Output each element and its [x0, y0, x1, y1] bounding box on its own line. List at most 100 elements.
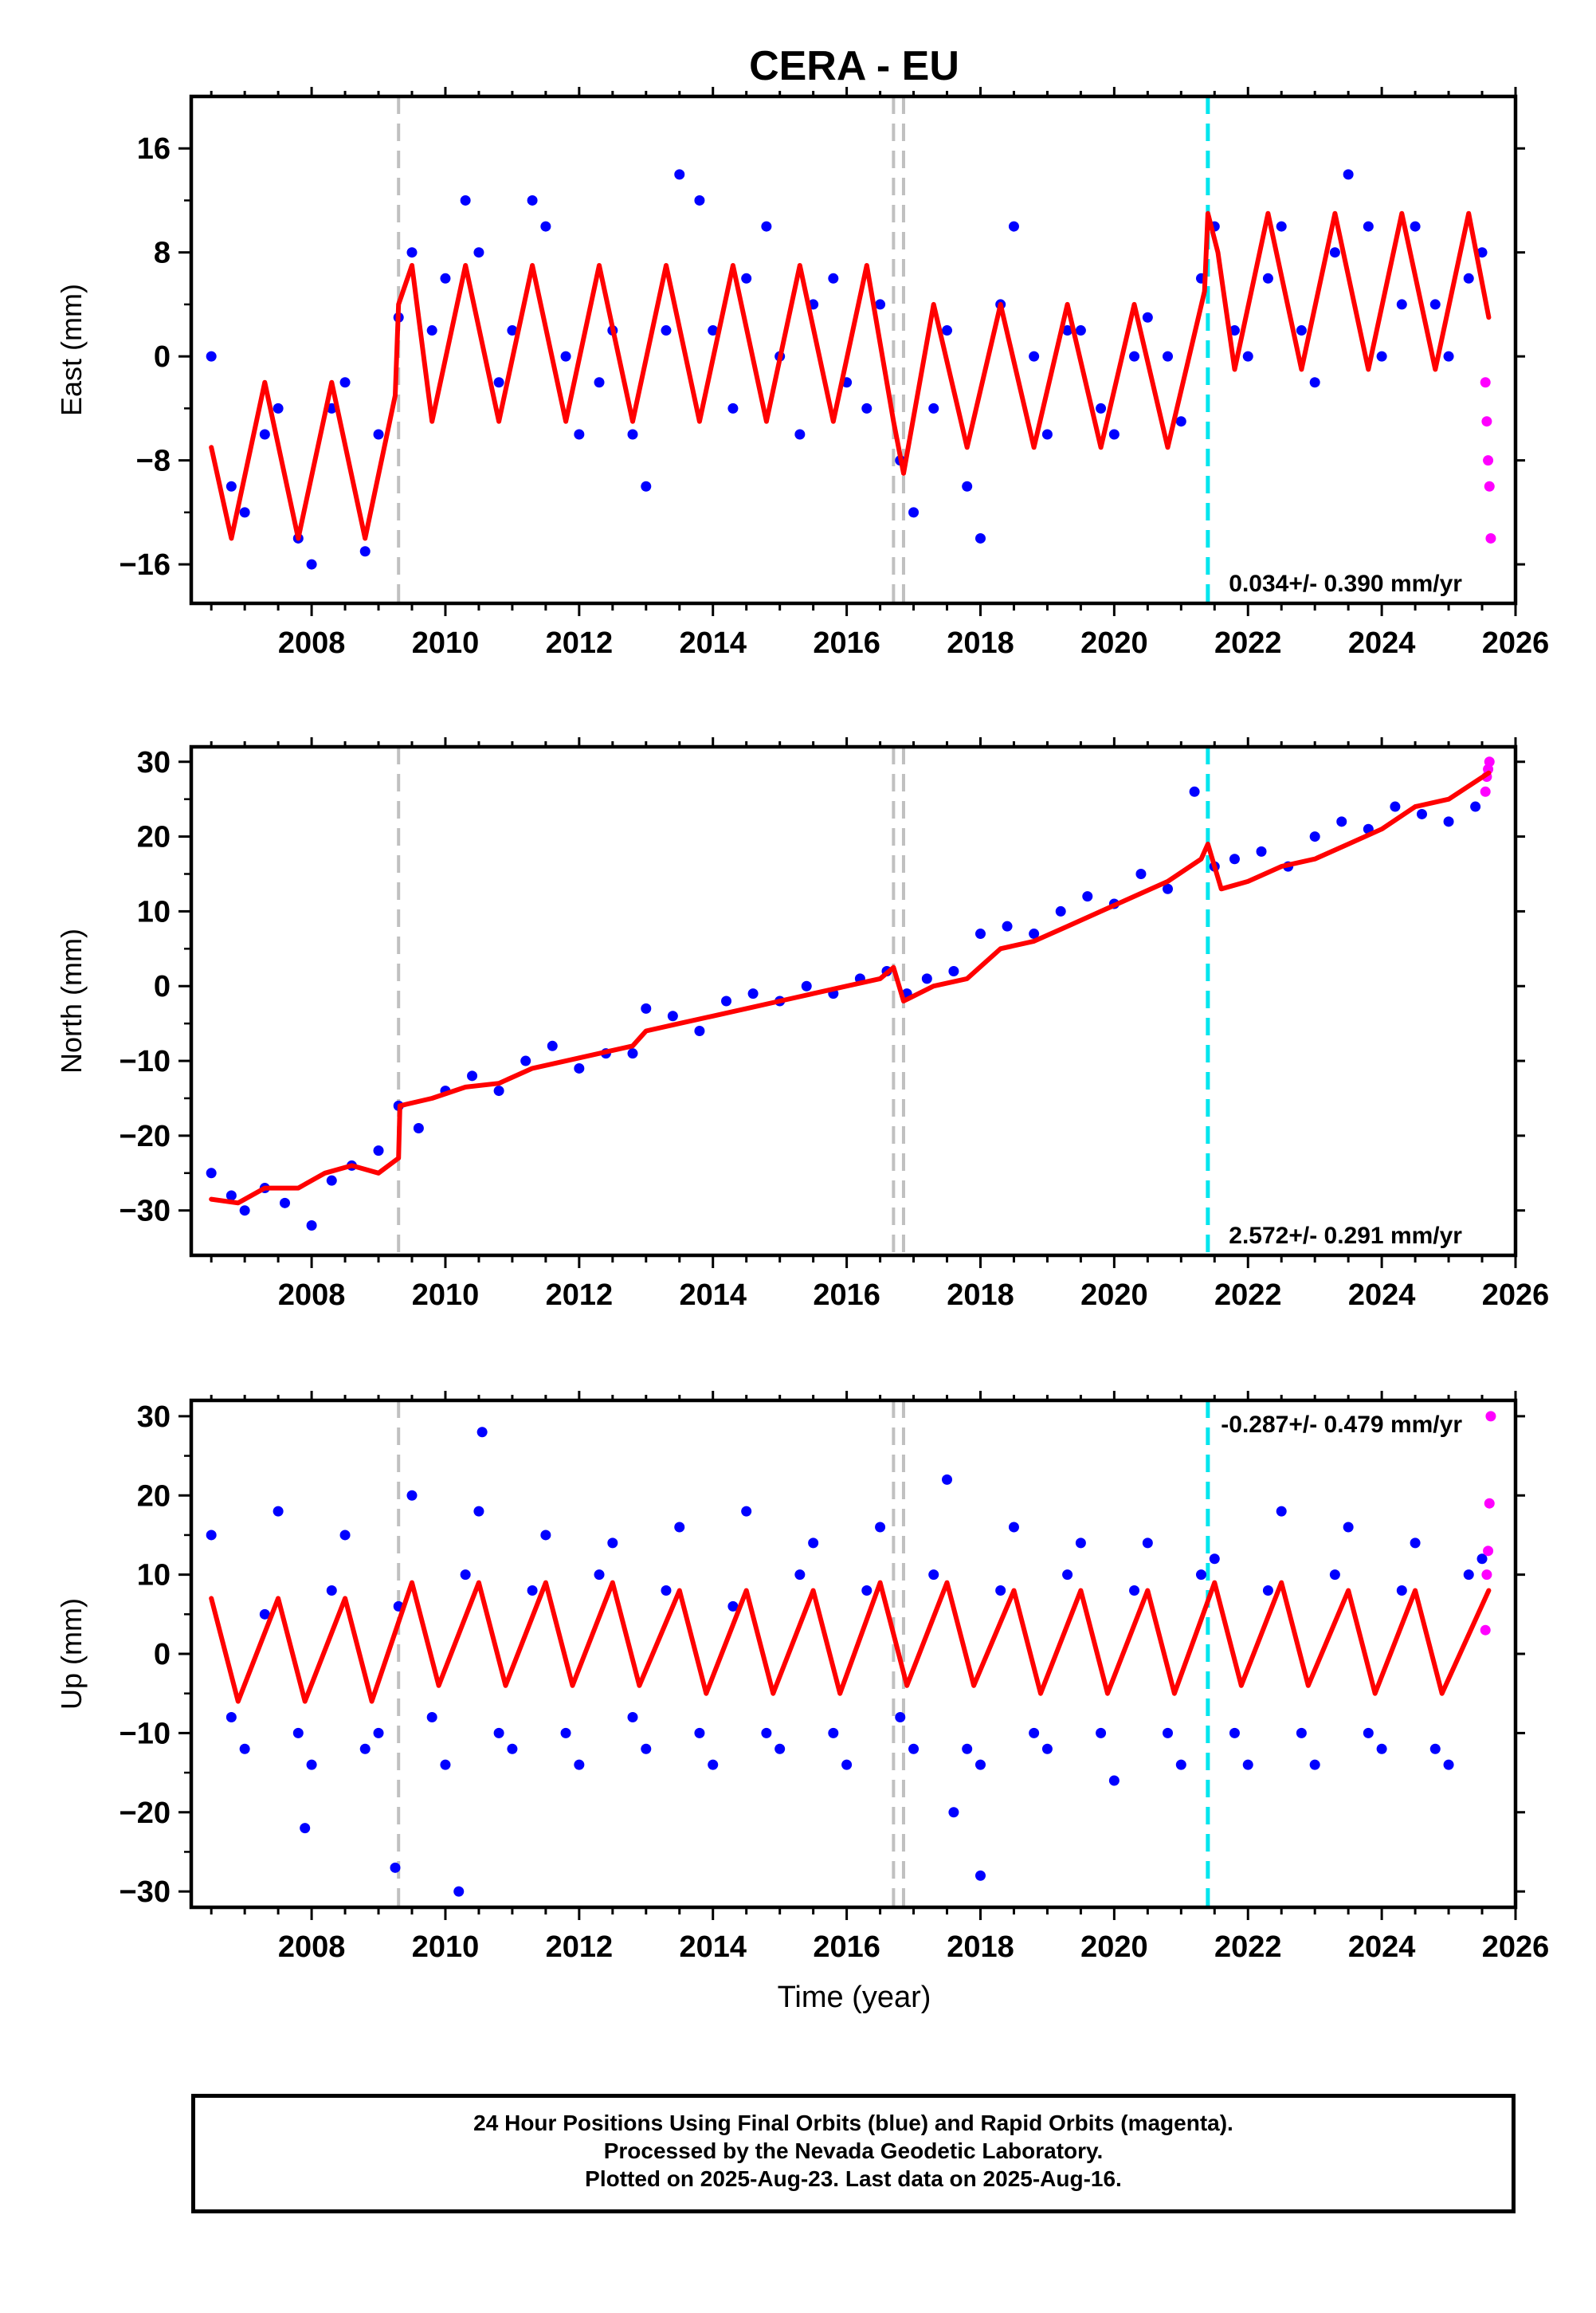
- final-orbit-point: [1175, 416, 1186, 427]
- final-orbit-point: [1029, 1727, 1040, 1738]
- final-orbit-point: [1129, 351, 1140, 362]
- final-orbit-point: [1443, 351, 1454, 362]
- x-tick-label: 2016: [813, 1930, 880, 1964]
- y-axis-label: North (mm): [55, 929, 88, 1074]
- final-orbit-point: [694, 194, 705, 206]
- final-orbit-point: [259, 1608, 270, 1620]
- model-fit-line: [209, 1580, 1492, 1704]
- final-orbit-point: [1108, 429, 1120, 440]
- x-tick-label: 2026: [1482, 626, 1550, 660]
- y-tick-label: −10: [120, 1045, 171, 1078]
- final-orbit-point: [1229, 325, 1240, 336]
- x-tick-label: 2014: [679, 626, 747, 660]
- final-orbit-point: [540, 1530, 551, 1541]
- x-tick-label: 2016: [813, 626, 880, 660]
- final-orbit-point: [406, 247, 418, 258]
- final-orbit-point: [895, 1712, 906, 1722]
- final-orbit-point: [1242, 351, 1253, 362]
- caption-line: Processed by the Nevada Geodetic Laborat…: [603, 2138, 1104, 2163]
- final-orbit-point: [1142, 1537, 1153, 1549]
- x-tick-label: 2024: [1348, 626, 1416, 660]
- final-orbit-point: [476, 1427, 488, 1438]
- y-tick-label: 0: [154, 340, 171, 374]
- final-orbit-point: [1163, 351, 1174, 362]
- final-orbit-point: [727, 1600, 739, 1612]
- y-tick-label: 0: [154, 1638, 171, 1671]
- plot-area: [206, 1400, 1496, 1907]
- final-orbit-point: [306, 1219, 317, 1231]
- final-orbit-point: [1429, 1743, 1441, 1754]
- final-orbit-point: [225, 481, 237, 492]
- y-tick-label: −10: [120, 1717, 171, 1750]
- final-orbit-point: [594, 377, 605, 388]
- final-orbit-point: [460, 194, 471, 206]
- final-orbit-point: [861, 1585, 873, 1596]
- final-orbit-point: [547, 1040, 558, 1051]
- y-tick-label: −16: [120, 548, 171, 582]
- rapid-orbit-point: [1484, 756, 1495, 768]
- final-orbit-point: [1209, 1553, 1220, 1565]
- rapid-orbit-point: [1484, 481, 1495, 492]
- plot-frame: [189, 94, 1518, 606]
- final-orbit-point: [708, 325, 719, 336]
- final-orbit-point: [453, 1886, 465, 1897]
- final-orbit-point: [390, 1862, 401, 1873]
- final-orbit-point: [641, 1003, 652, 1014]
- final-orbit-point: [373, 1145, 384, 1156]
- rapid-orbit-point: [1480, 1624, 1491, 1636]
- x-tick-label: 2014: [679, 1930, 747, 1964]
- final-orbit-point: [594, 1569, 605, 1581]
- final-orbit-point: [861, 403, 873, 414]
- final-orbit-point: [948, 1807, 959, 1818]
- final-orbit-point: [794, 1569, 806, 1581]
- x-tick-label: 2020: [1080, 1930, 1148, 1964]
- final-orbit-point: [507, 325, 518, 336]
- final-orbit-point: [326, 1175, 337, 1186]
- final-orbit-point: [1195, 1569, 1206, 1581]
- final-orbit-point: [373, 429, 384, 440]
- y-tick-label: 20: [137, 821, 171, 854]
- x-tick-label: 2012: [546, 1930, 614, 1964]
- caption-box: 24 Hour Positions Using Final Orbits (bl…: [191, 2094, 1516, 2213]
- final-orbit-point: [473, 1506, 484, 1517]
- final-orbit-point: [1296, 325, 1307, 336]
- final-orbit-point: [774, 1743, 786, 1754]
- final-orbit-point: [1262, 273, 1273, 284]
- final-orbit-point: [493, 1727, 504, 1738]
- final-orbit-point: [1008, 1522, 1019, 1533]
- final-orbit-point: [694, 1026, 705, 1037]
- final-orbit-point: [708, 1759, 719, 1770]
- x-axis-label: Time (year): [778, 1981, 931, 2014]
- x-tick-label: 2026: [1482, 1278, 1550, 1312]
- y-tick-label: −20: [120, 1797, 171, 1830]
- final-orbit-point: [306, 1759, 317, 1770]
- final-orbit-point: [1336, 816, 1347, 827]
- final-orbit-point: [1096, 1727, 1107, 1738]
- final-orbit-point: [574, 429, 585, 440]
- final-orbit-point: [273, 1506, 284, 1517]
- rapid-orbit-point: [1481, 416, 1492, 427]
- final-orbit-point: [607, 1537, 618, 1549]
- final-orbit-point: [359, 546, 371, 557]
- final-orbit-point: [1189, 786, 1200, 797]
- y-tick-label: 8: [154, 237, 171, 270]
- model-fit-line: [209, 770, 1492, 1206]
- final-orbit-point: [1262, 1585, 1273, 1596]
- final-orbit-point: [273, 403, 284, 414]
- rapid-orbit-point: [1480, 377, 1491, 388]
- x-tick-label: 2010: [412, 1278, 480, 1312]
- x-tick-label: 2022: [1214, 1278, 1282, 1312]
- final-orbit-point: [694, 1727, 705, 1738]
- final-orbit-point: [406, 1490, 418, 1501]
- final-orbit-point: [1096, 403, 1107, 414]
- y-tick-label: −8: [136, 445, 171, 478]
- final-orbit-point: [667, 1011, 678, 1022]
- y-tick-label: 10: [137, 895, 171, 929]
- y-tick-label: −20: [120, 1120, 171, 1153]
- final-orbit-point: [761, 221, 772, 232]
- rapid-orbit-point: [1485, 532, 1496, 544]
- final-orbit-point: [1396, 299, 1407, 310]
- final-orbit-point: [1309, 1759, 1320, 1770]
- final-orbit-point: [560, 1727, 571, 1738]
